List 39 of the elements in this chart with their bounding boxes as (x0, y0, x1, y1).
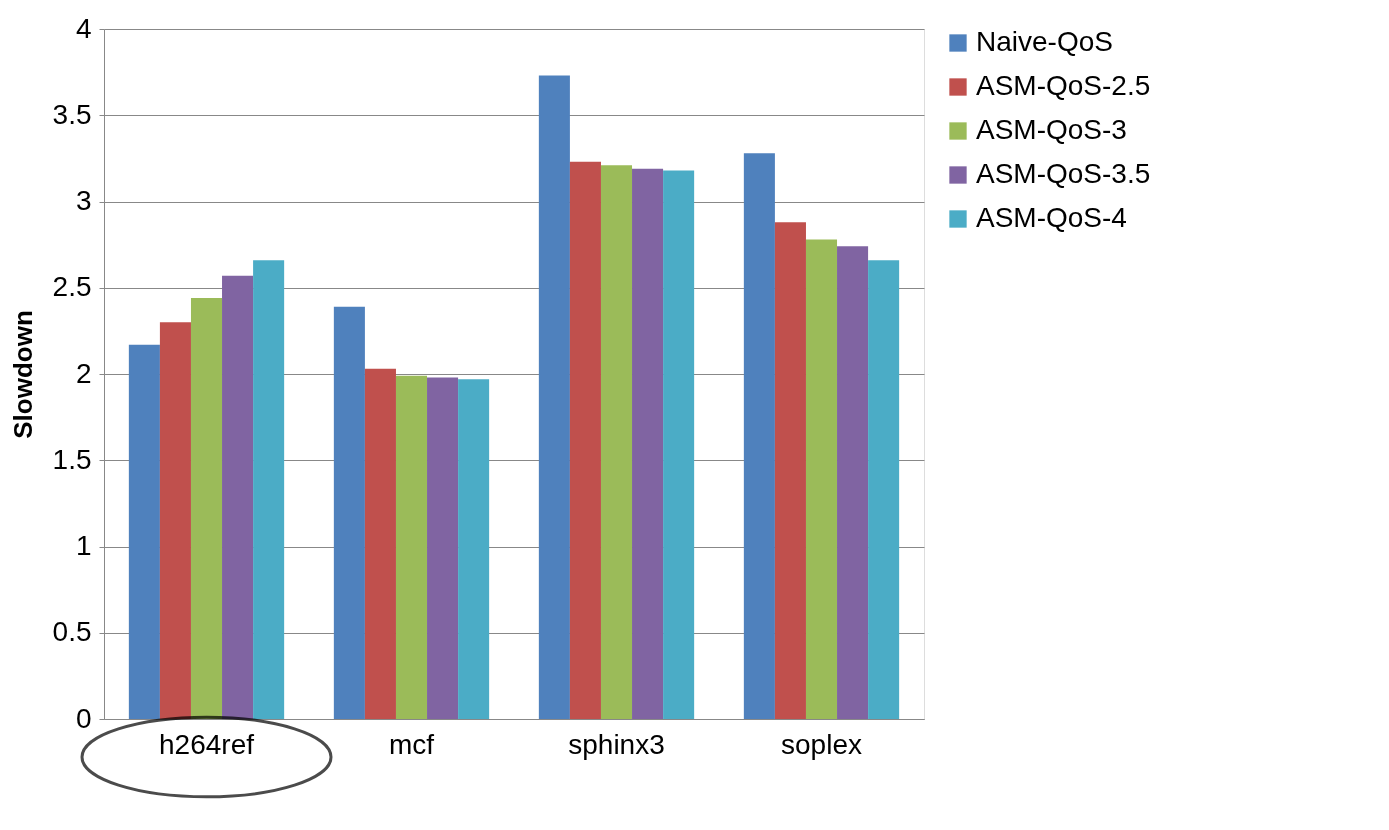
bar (663, 170, 695, 719)
bar (632, 168, 664, 719)
y-tick-label: 1 (75, 530, 92, 561)
legend-label: ASM-QoS-2.5 (976, 70, 1151, 101)
bar (128, 344, 160, 719)
bar (253, 260, 285, 719)
legend-label: Naive-QoS (976, 26, 1113, 57)
bar (364, 368, 396, 719)
bar (159, 322, 191, 719)
bar (190, 298, 223, 719)
y-axis-title: Slowdown (7, 310, 38, 439)
bar (569, 161, 601, 719)
bar (222, 275, 254, 719)
y-tick-label: 2 (75, 357, 92, 389)
bar (743, 153, 775, 719)
bar (333, 306, 365, 719)
y-tick-label: 0.5 (52, 616, 92, 648)
bar (427, 377, 459, 719)
legend-label: ASM-QoS-4 (976, 202, 1127, 233)
bar (395, 375, 428, 719)
bar (538, 75, 570, 719)
y-tick-label: 0 (75, 702, 92, 734)
y-tick-label: 4 (75, 12, 92, 44)
bar (837, 246, 869, 719)
bar (600, 165, 633, 719)
y-tick-label: 1.5 (52, 443, 92, 475)
x-tick-label: h264ref (159, 728, 255, 760)
x-tick-label: soplex (781, 728, 862, 760)
x-tick-label: mcf (388, 728, 435, 760)
bar (868, 260, 900, 719)
x-tick-label: sphinx3 (568, 728, 665, 760)
y-tick-label: 3.5 (52, 98, 92, 130)
legend-label: ASM-QoS-3 (976, 114, 1127, 145)
bar (458, 379, 490, 719)
bar (774, 222, 806, 719)
y-tick-label: 3 (75, 185, 92, 216)
y-tick-label: 2.5 (52, 271, 92, 303)
bar (805, 239, 838, 719)
legend-label: ASM-QoS-3.5 (976, 158, 1151, 189)
